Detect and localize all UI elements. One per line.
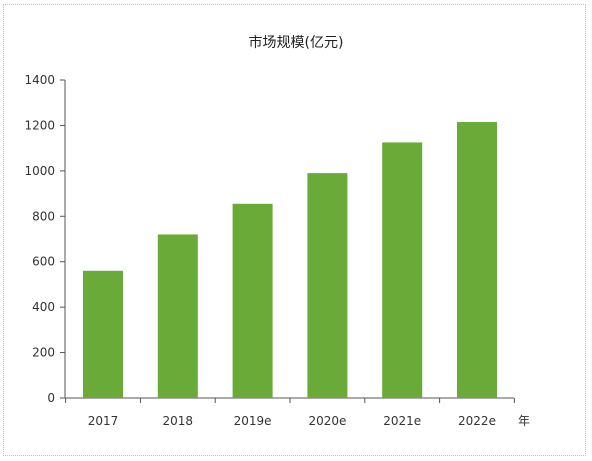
bar-2018 [157,234,198,398]
y-tick-label: 200 [32,346,55,360]
x-tick-label: 2022e [458,414,496,428]
x-tick-label: 2017 [88,414,119,428]
x-axis: 2017 2018 2019e 2020e 2021e 2022e [65,397,515,428]
y-tick-label: 1000 [24,164,55,178]
y-tick-label: 600 [32,255,55,269]
bar-2020e [307,173,348,398]
bar-2022e [457,122,497,399]
y-tick-label: 0 [47,391,55,405]
x-axis-unit-label: 年 [518,414,530,428]
x-tick-label: 2019e [234,414,272,428]
y-tick-label: 800 [32,209,55,223]
bars [83,122,497,399]
y-axis: 0 200 400 600 800 1000 1200 1400 [24,73,66,405]
y-tick-label: 1200 [24,118,55,132]
bar-2017 [83,270,123,398]
chart-title: 市场规模(亿元) [249,34,344,51]
y-tick-label: 400 [32,300,55,314]
bar-2019e [232,203,273,398]
y-tick-label: 1400 [24,73,55,87]
chart-frame [3,4,586,456]
x-tick-label: 2018 [163,414,194,428]
x-tick-label: 2021e [383,414,421,428]
x-tick-label: 2020e [308,414,346,428]
bar-2021e [382,142,423,398]
